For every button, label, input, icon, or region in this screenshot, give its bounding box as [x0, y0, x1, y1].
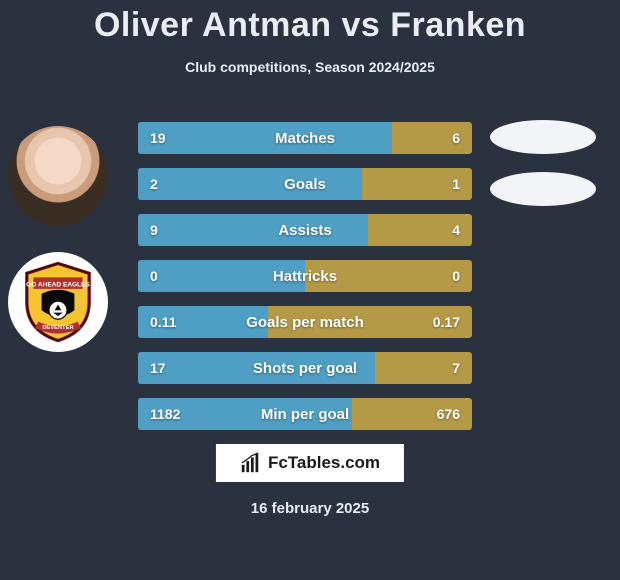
metric-label: Goals per match	[138, 306, 472, 338]
metric-value-left: 17	[150, 352, 166, 384]
metric-value-right: 6	[452, 122, 460, 154]
metric-label: Assists	[138, 214, 472, 246]
metric-label: Matches	[138, 122, 472, 154]
svg-text:DEVENTER: DEVENTER	[42, 325, 74, 331]
branding-badge: FcTables.com	[216, 444, 404, 482]
player-avatar	[8, 126, 108, 226]
svg-text:GO AHEAD EAGLES: GO AHEAD EAGLES	[26, 281, 90, 288]
metric-value-left: 0.11	[150, 306, 176, 338]
branding-text: FcTables.com	[268, 453, 380, 473]
metric-label: Goals	[138, 168, 472, 200]
metric-row: Goals per match0.11 0.17	[138, 306, 472, 338]
metric-row: Goals2 1	[138, 168, 472, 200]
date-label: 16 february 2025	[0, 500, 620, 517]
jersey-left	[490, 120, 596, 154]
club-crest: GO AHEAD EAGLES DEVENTER	[8, 252, 108, 352]
jersey-column	[490, 120, 600, 224]
avatar-column: GO AHEAD EAGLES DEVENTER	[8, 126, 112, 378]
metric-row: Assists9 4	[138, 214, 472, 246]
subtitle: Club competitions, Season 2024/2025	[0, 59, 620, 75]
metric-value-left: 9	[150, 214, 158, 246]
page-title: Oliver Antman vs Franken	[0, 0, 620, 45]
metric-label: Min per goal	[138, 398, 472, 430]
comparison-bars: Matches19 6 Goals2 1 Assists9 4 Hattricks0 0 Goa…	[138, 122, 472, 444]
metric-value-left: 0	[150, 260, 158, 292]
metric-value-left: 19	[150, 122, 166, 154]
chart-icon	[240, 452, 262, 474]
metric-row: Shots per goal17 7	[138, 352, 472, 384]
metric-label: Shots per goal	[138, 352, 472, 384]
metric-row: Matches19 6	[138, 122, 472, 154]
metric-value-left: 2	[150, 168, 158, 200]
metric-value-right: 0.17	[433, 306, 460, 338]
metric-value-right: 0	[452, 260, 460, 292]
metric-value-right: 676	[437, 398, 460, 430]
metric-label: Hattricks	[138, 260, 472, 292]
crest-icon: GO AHEAD EAGLES DEVENTER	[17, 261, 99, 343]
jersey-right	[490, 172, 596, 206]
metric-value-left: 1182	[150, 398, 180, 430]
metric-value-right: 4	[452, 214, 460, 246]
metric-value-right: 7	[452, 352, 460, 384]
metric-row: Hattricks0 0	[138, 260, 472, 292]
metric-value-right: 1	[452, 168, 460, 200]
metric-row: Min per goal1182 676	[138, 398, 472, 430]
